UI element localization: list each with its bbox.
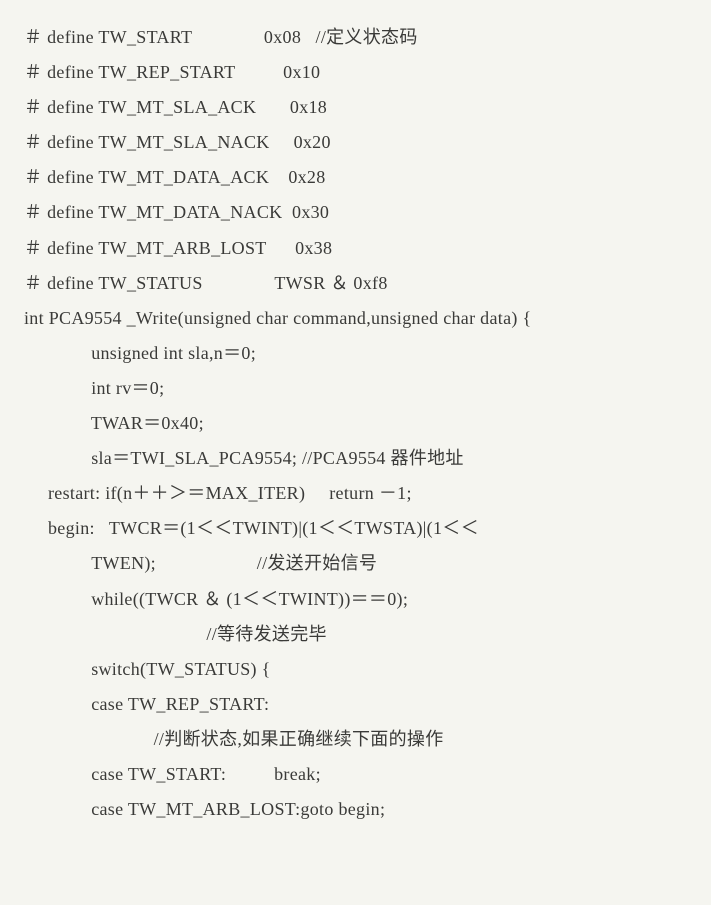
label-begin: begin:	[48, 518, 95, 538]
define-name: TW_MT_SLA_ACK	[98, 97, 256, 117]
define-value: TWSR ＆ 0xf8	[274, 273, 387, 293]
define-name: TW_START	[98, 27, 192, 47]
define-value: 0x38	[295, 238, 332, 258]
code-line: TWEN); //发送开始信号	[24, 546, 699, 581]
code-line: case TW_MT_ARB_LOST:goto begin;	[24, 792, 699, 827]
code-line: sla＝TWI_SLA_PCA9554; //PCA9554 器件地址	[24, 441, 699, 476]
code-line: //等待发送完毕	[24, 617, 699, 652]
hash-symbol: ＃	[24, 238, 42, 258]
define-line: ＃ define TW_MT_ARB_LOST 0x38	[24, 231, 699, 266]
define-name: TW_REP_START	[98, 62, 235, 82]
define-line: ＃ define TW_MT_SLA_NACK 0x20	[24, 125, 699, 160]
define-line: ＃ define TW_MT_SLA_ACK 0x18	[24, 90, 699, 125]
define-name: TW_STATUS	[98, 273, 202, 293]
define-name: TW_MT_ARB_LOST	[98, 238, 266, 258]
define-line: ＃ define TW_START 0x08 //定义状态码	[24, 20, 699, 55]
code-line: unsigned int sla,n＝0;	[24, 336, 699, 371]
hash-symbol: ＃	[24, 62, 42, 82]
define-name: TW_MT_DATA_ACK	[98, 167, 269, 187]
define-line: ＃ define TW_REP_START 0x10	[24, 55, 699, 90]
hash-symbol: ＃	[24, 273, 42, 293]
define-value: 0x28	[288, 167, 325, 187]
hash-symbol: ＃	[24, 202, 42, 222]
define-comment: //定义状态码	[316, 27, 418, 47]
hash-symbol: ＃	[24, 132, 42, 152]
define-value: 0x08	[264, 27, 301, 47]
label-restart: restart:	[48, 483, 100, 503]
hash-symbol: ＃	[24, 27, 42, 47]
hash-symbol: ＃	[24, 97, 42, 117]
code-line: case TW_REP_START:	[24, 687, 699, 722]
code-line: int rv＝0;	[24, 371, 699, 406]
define-name: TW_MT_SLA_NACK	[98, 132, 269, 152]
code-line: begin: TWCR＝(1＜＜TWINT)|(1＜＜TWSTA)|(1＜＜	[24, 511, 699, 546]
define-value: 0x10	[283, 62, 320, 82]
define-name: TW_MT_DATA_NACK	[98, 202, 282, 222]
hash-symbol: ＃	[24, 167, 42, 187]
define-line: ＃ define TW_MT_DATA_NACK 0x30	[24, 195, 699, 230]
define-line: ＃ define TW_STATUS TWSR ＆ 0xf8	[24, 266, 699, 301]
code-line: case TW_START: break;	[24, 757, 699, 792]
define-value: 0x20	[294, 132, 331, 152]
define-line: ＃ define TW_MT_DATA_ACK 0x28	[24, 160, 699, 195]
define-value: 0x30	[292, 202, 329, 222]
code-line: while((TWCR ＆ (1＜＜TWINT))＝＝0);	[24, 582, 699, 617]
code-line: TWAR＝0x40;	[24, 406, 699, 441]
define-value: 0x18	[290, 97, 327, 117]
code-line: //判断状态,如果正确继续下面的操作	[24, 722, 699, 757]
code-line: restart: if(n＋＋＞＝MAX_ITER) return －1;	[24, 476, 699, 511]
code-line: switch(TW_STATUS) {	[24, 652, 699, 687]
function-signature: int PCA9554 _Write(unsigned char command…	[24, 301, 699, 336]
